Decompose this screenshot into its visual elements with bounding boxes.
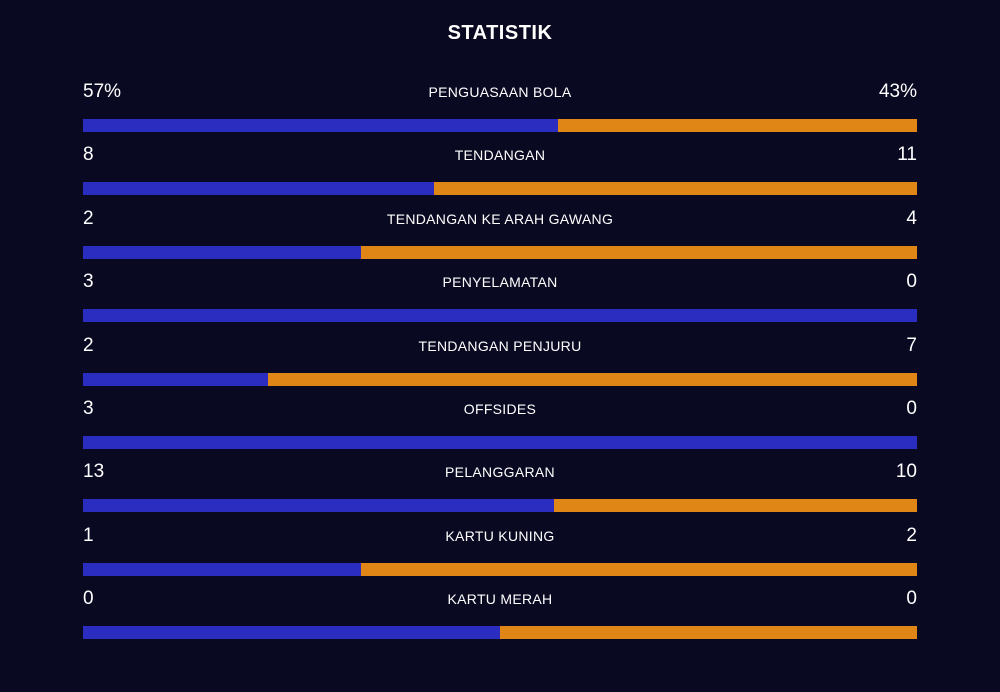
home-bar-segment xyxy=(83,245,361,259)
away-value: 0 xyxy=(906,588,917,610)
home-value: 2 xyxy=(83,207,94,229)
away-bar-segment xyxy=(558,119,917,132)
stat-label: PENGUASAAN BOLA xyxy=(428,84,572,100)
home-bar-segment xyxy=(83,119,559,132)
home-value: 2 xyxy=(83,334,94,356)
away-bar-segment xyxy=(360,245,917,259)
comparison-bar xyxy=(83,499,917,513)
stat-row-possession: 57% PENGUASAAN BOLA 43% xyxy=(83,77,917,140)
stat-row-yellow-cards: 1 KARTU KUNING 2 xyxy=(83,521,917,584)
comparison-bar xyxy=(83,182,917,196)
away-value: 11 xyxy=(897,144,917,166)
home-value: 57% xyxy=(83,81,122,102)
stat-head: 2 TENDANGAN PENJURU 7 xyxy=(83,331,917,363)
home-bar-segment xyxy=(83,309,917,323)
stat-head: 8 TENDANGAN 11 xyxy=(83,140,917,172)
stat-label: KARTU KUNING xyxy=(445,527,555,544)
home-value: 8 xyxy=(83,144,94,166)
stat-row-saves: 3 PENYELAMATAN 0 xyxy=(83,267,917,330)
comparison-bar xyxy=(83,245,917,259)
stat-head: 13 PELANGGARAN 10 xyxy=(83,457,917,489)
comparison-bar xyxy=(83,562,917,576)
stat-head: 3 PENYELAMATAN 0 xyxy=(83,267,917,299)
away-bar-segment xyxy=(500,626,917,640)
home-value: 3 xyxy=(83,397,94,419)
stat-label: PENYELAMATAN xyxy=(442,274,558,291)
comparison-bar xyxy=(83,372,917,386)
home-bar-segment xyxy=(83,372,269,386)
home-bar-segment xyxy=(83,626,500,640)
away-value: 10 xyxy=(895,461,917,483)
home-bar-segment xyxy=(83,435,917,449)
stat-label: TENDANGAN KE ARAH GAWANG xyxy=(386,210,614,227)
away-value: 0 xyxy=(906,271,917,293)
away-value: 0 xyxy=(906,397,917,419)
comparison-bar xyxy=(83,309,917,323)
away-value: 2 xyxy=(906,524,917,546)
stat-label: TENDANGAN xyxy=(454,147,546,164)
comparison-bar xyxy=(83,626,917,640)
stat-label: OFFSIDES xyxy=(463,400,537,417)
stat-head: 1 KARTU KUNING 2 xyxy=(83,521,917,553)
panel-title: STATISTIK xyxy=(447,22,553,44)
stat-row-shots: 8 TENDANGAN 11 xyxy=(83,140,917,203)
home-bar-segment xyxy=(83,562,361,576)
home-value: 13 xyxy=(83,461,105,483)
stat-head: 0 KARTU MERAH 0 xyxy=(83,584,917,616)
home-value: 3 xyxy=(83,271,94,293)
home-bar-segment xyxy=(83,499,555,513)
stat-row-shots-on-target: 2 TENDANGAN KE ARAH GAWANG 4 xyxy=(83,204,917,267)
stat-label: KARTU MERAH xyxy=(447,591,553,608)
away-bar-segment xyxy=(554,499,917,513)
away-bar-segment xyxy=(360,562,917,576)
away-bar-segment xyxy=(434,182,917,196)
away-value: 4 xyxy=(906,207,917,229)
home-value: 0 xyxy=(83,588,94,610)
home-bar-segment xyxy=(83,182,435,196)
stat-row-corners: 2 TENDANGAN PENJURU 7 xyxy=(83,331,917,394)
comparison-bar xyxy=(83,119,917,132)
away-bar-segment xyxy=(268,372,917,386)
away-value: 43% xyxy=(878,81,917,102)
stat-row-red-cards: 0 KARTU MERAH 0 xyxy=(83,584,917,647)
away-value: 7 xyxy=(906,334,917,356)
stat-label: TENDANGAN PENJURU xyxy=(418,337,582,354)
stats-list: 57% PENGUASAAN BOLA 43% 8 TENDANGAN 11 xyxy=(83,77,917,648)
stat-row-fouls: 13 PELANGGARAN 10 xyxy=(83,457,917,520)
stat-head: 2 TENDANGAN KE ARAH GAWANG 4 xyxy=(83,204,917,236)
stat-head: 3 OFFSIDES 0 xyxy=(83,394,917,426)
stat-head: 57% PENGUASAAN BOLA 43% xyxy=(83,77,917,109)
stat-row-offsides: 3 OFFSIDES 0 xyxy=(83,394,917,457)
stat-label: PELANGGARAN xyxy=(445,464,555,481)
comparison-bar xyxy=(83,435,917,449)
home-value: 1 xyxy=(83,524,94,546)
